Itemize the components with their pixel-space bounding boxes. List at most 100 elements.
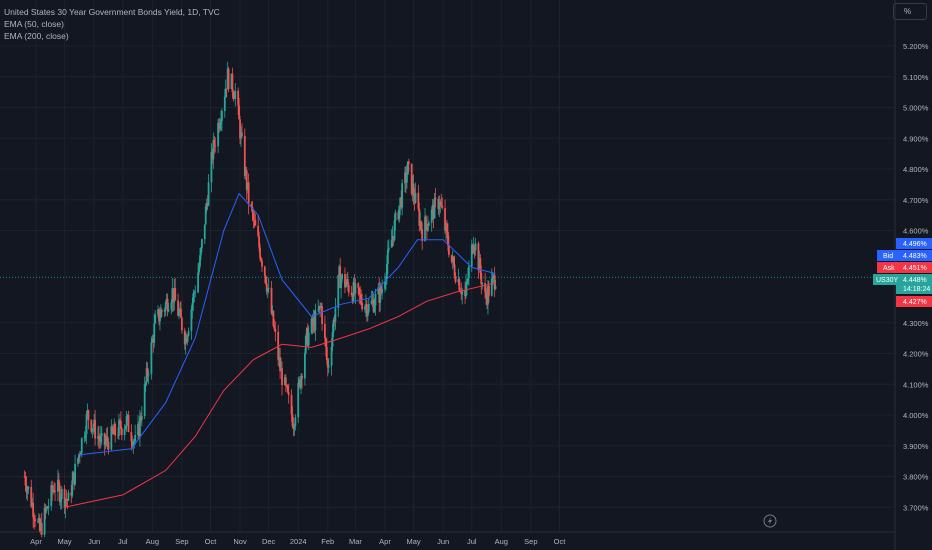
candle-body xyxy=(130,432,133,442)
candle-body xyxy=(494,286,497,289)
candle-body xyxy=(98,436,100,439)
candle-body xyxy=(406,161,409,175)
low-label xyxy=(896,296,932,307)
legend-title[interactable]: United States 30 Year Government Bonds Y… xyxy=(4,7,220,17)
candle-body xyxy=(114,424,117,436)
x-tick-label: Oct xyxy=(554,537,567,546)
candle-body xyxy=(194,292,197,293)
candle-body xyxy=(281,368,283,386)
candle-body xyxy=(137,423,139,435)
x-tick-label: Jul xyxy=(467,537,477,546)
candle-body xyxy=(147,373,150,376)
price-axis[interactable]: 5.200% 5.100% 5.000% 4.900% 4.800% 4.700% 4.60… xyxy=(903,42,929,512)
candle-body xyxy=(365,304,367,307)
candle-body xyxy=(278,357,281,360)
candle-body xyxy=(79,452,82,456)
candle-body xyxy=(484,283,486,293)
candle-body xyxy=(223,96,226,112)
candle-body xyxy=(254,219,257,226)
candle-body xyxy=(488,285,490,296)
candle-body xyxy=(353,282,356,294)
candle-body xyxy=(421,229,424,242)
candle-body xyxy=(292,426,295,430)
bid-tag-box xyxy=(877,250,897,261)
candle-body xyxy=(246,182,249,190)
symbol-tag-box xyxy=(873,274,897,285)
candle-body xyxy=(338,266,341,276)
candle-body xyxy=(77,458,79,464)
candle-body xyxy=(419,221,422,226)
candle-body xyxy=(74,463,76,485)
candle-body xyxy=(481,283,484,285)
candle-body xyxy=(64,499,67,508)
candle-body xyxy=(258,236,261,248)
candle-body xyxy=(193,292,196,294)
candle-body xyxy=(310,318,313,333)
candle-body xyxy=(477,243,480,271)
y-tick-label: 4.800% xyxy=(903,165,929,174)
candle-body xyxy=(90,419,93,432)
candle-body xyxy=(87,410,90,420)
time-axis[interactable]: Apr May Jun Jul Aug Sep Oct Nov Dec 2024 Feb Mar Apr… xyxy=(30,537,566,546)
candle-body xyxy=(179,308,181,313)
candle-body xyxy=(71,480,74,496)
candle-body xyxy=(320,305,322,308)
candle-body xyxy=(37,517,40,522)
candle-body xyxy=(493,275,496,289)
symbol-tag: US30Y xyxy=(876,277,899,284)
candle-body xyxy=(173,287,176,303)
legend-ema200[interactable]: EMA (200, close) xyxy=(4,31,69,41)
candle-body xyxy=(373,305,376,312)
y-tick-label: 3.900% xyxy=(903,442,929,451)
y-tick-label: 4.700% xyxy=(903,196,929,205)
candle-body xyxy=(72,472,75,481)
y-tick-label: 3.700% xyxy=(903,503,929,512)
candle-body xyxy=(297,382,300,418)
candle-body xyxy=(272,310,275,327)
candle-body xyxy=(466,281,468,285)
candle-body xyxy=(452,256,455,265)
candle-body xyxy=(237,90,240,106)
unit-selector[interactable]: % xyxy=(893,3,927,20)
candle-body xyxy=(234,90,237,99)
candle-body xyxy=(304,336,307,354)
candle-body xyxy=(231,73,234,93)
candle-body xyxy=(418,208,421,226)
x-tick-label: Oct xyxy=(205,537,218,546)
ema-lines xyxy=(64,192,496,508)
candle-body xyxy=(37,521,39,523)
lightning-icon[interactable] xyxy=(763,514,777,528)
candle-body xyxy=(259,247,261,259)
candle-body xyxy=(50,485,53,507)
candle-body xyxy=(66,499,69,501)
candle-body xyxy=(178,312,180,316)
candle-body xyxy=(52,489,55,492)
bid-tag-top: Bid xyxy=(883,253,893,260)
candle-body xyxy=(299,379,302,388)
candle-body xyxy=(212,140,215,160)
candle-body xyxy=(244,170,247,176)
candle-body xyxy=(286,385,289,393)
candle-body xyxy=(490,278,493,296)
candle-body xyxy=(263,266,266,276)
candle-body xyxy=(113,424,116,435)
candle-body xyxy=(224,88,227,97)
x-tick-label: Jul xyxy=(118,537,128,546)
candle-body xyxy=(487,285,489,305)
candle-body xyxy=(132,441,135,447)
candle-body xyxy=(239,119,241,139)
candle-body xyxy=(211,151,214,160)
candle-body xyxy=(307,332,310,346)
candle-body xyxy=(152,338,155,343)
candle-body xyxy=(238,105,240,120)
candle-body xyxy=(100,433,103,436)
candlestick-series xyxy=(23,61,497,538)
candle-body xyxy=(70,492,73,496)
candle-body xyxy=(460,291,463,295)
candle-body xyxy=(160,310,163,312)
candle-body xyxy=(319,305,322,308)
candle-body xyxy=(432,205,435,219)
candle-body xyxy=(40,522,43,535)
legend-ema50[interactable]: EMA (50, close) xyxy=(4,19,64,29)
